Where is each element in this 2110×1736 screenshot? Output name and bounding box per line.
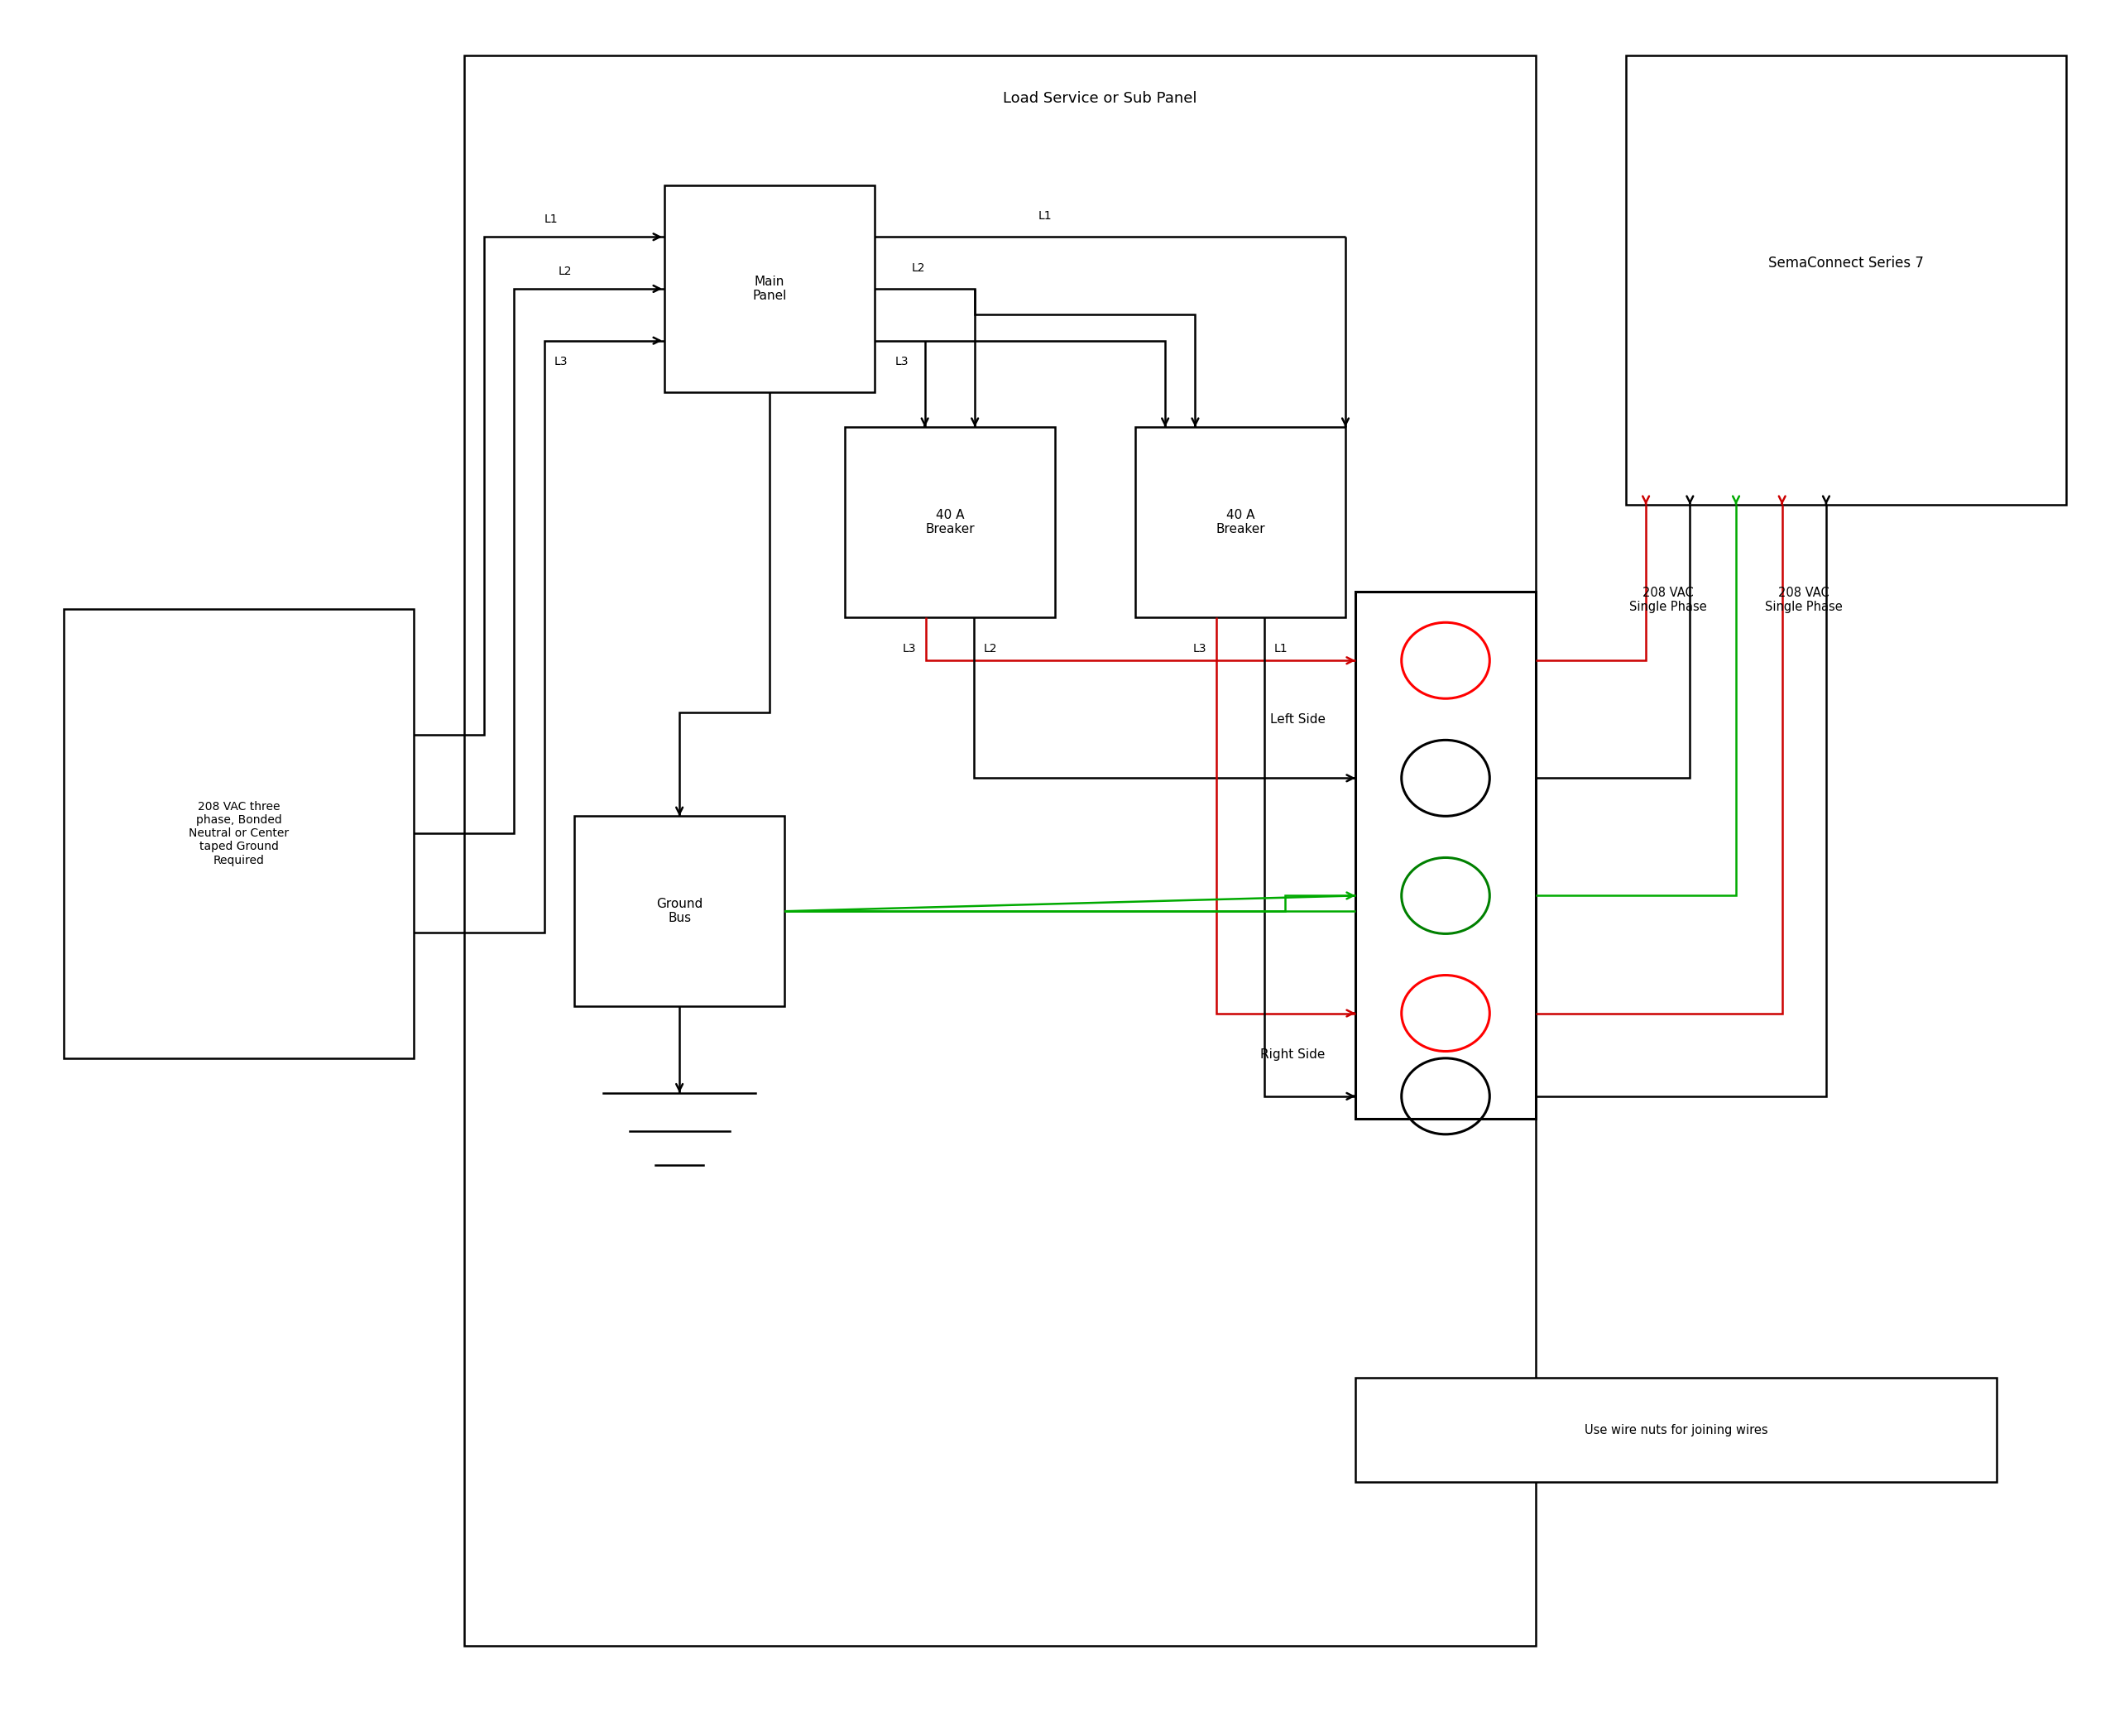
Bar <box>1355 1378 1996 1483</box>
Text: Left Side: Left Side <box>1270 713 1325 726</box>
Text: L2: L2 <box>983 642 998 654</box>
Text: 208 VAC three
phase, Bonded
Neutral or Center
taped Ground
Required: 208 VAC three phase, Bonded Neutral or C… <box>188 800 289 866</box>
Bar <box>844 427 1055 618</box>
Bar <box>464 56 1536 1646</box>
Text: SemaConnect Series 7: SemaConnect Series 7 <box>1768 255 1924 271</box>
Text: L1: L1 <box>1274 642 1287 654</box>
Text: Load Service or Sub Panel: Load Service or Sub Panel <box>1002 90 1196 106</box>
Bar <box>63 609 414 1059</box>
Bar <box>1355 592 1536 1118</box>
Bar <box>665 186 876 392</box>
Bar <box>1135 427 1346 618</box>
Text: L3: L3 <box>903 642 916 654</box>
Text: Ground
Bus: Ground Bus <box>656 898 703 925</box>
Text: L3: L3 <box>895 356 909 368</box>
Text: L3: L3 <box>1192 642 1207 654</box>
Text: Use wire nuts for joining wires: Use wire nuts for joining wires <box>1585 1424 1768 1436</box>
Text: 208 VAC
Single Phase: 208 VAC Single Phase <box>1629 587 1707 613</box>
Bar <box>1627 56 2066 505</box>
Text: L1: L1 <box>1038 210 1053 222</box>
Text: Main
Panel: Main Panel <box>753 276 787 302</box>
Text: L2: L2 <box>559 266 572 278</box>
Text: L3: L3 <box>555 356 568 368</box>
Text: L1: L1 <box>544 214 557 226</box>
Bar <box>574 816 785 1007</box>
Text: 208 VAC
Single Phase: 208 VAC Single Phase <box>1766 587 1842 613</box>
Text: 40 A
Breaker: 40 A Breaker <box>924 509 975 536</box>
Text: L2: L2 <box>912 262 924 274</box>
Text: Right Side: Right Side <box>1260 1049 1325 1061</box>
Text: 40 A
Breaker: 40 A Breaker <box>1215 509 1264 536</box>
